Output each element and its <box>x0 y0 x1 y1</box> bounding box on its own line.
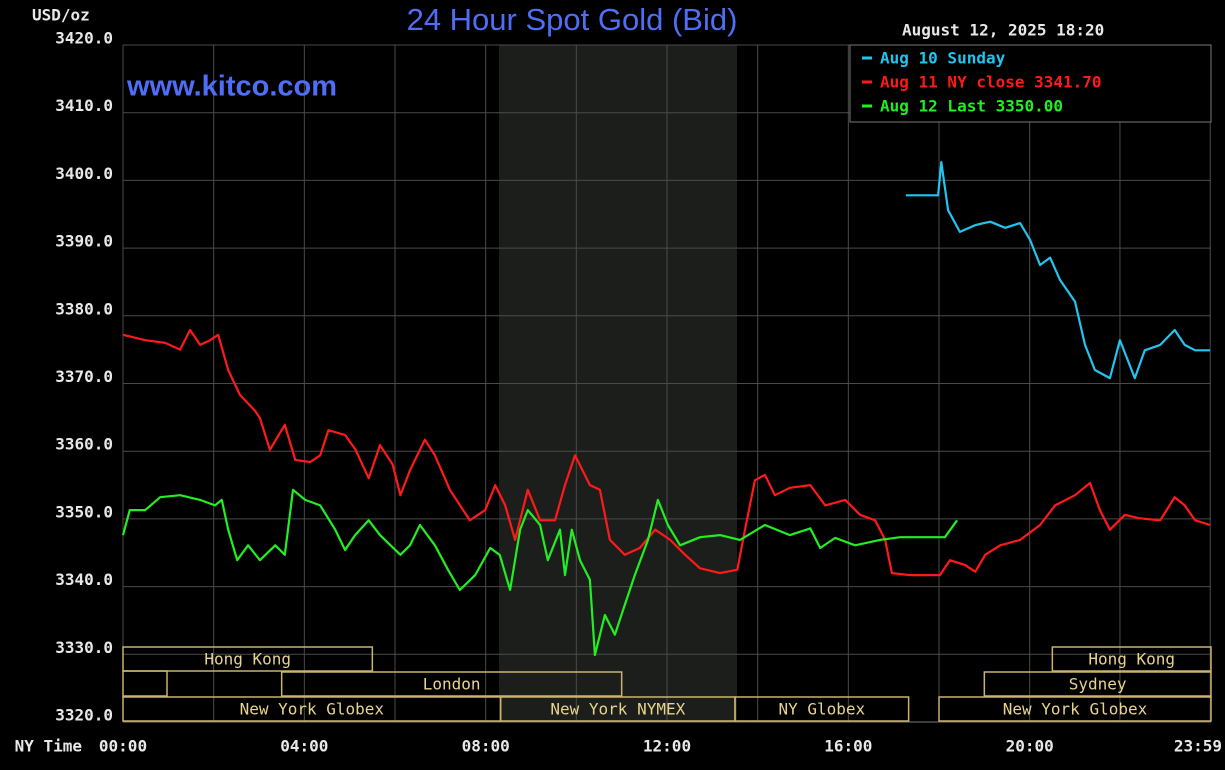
session-box <box>734 696 910 722</box>
y-tick-label: 3320.0 <box>55 706 113 725</box>
x-tick-label: 08:00 <box>462 737 510 756</box>
session-box <box>280 671 623 697</box>
x-tick-label: 20:00 <box>1006 737 1054 756</box>
session-box <box>983 671 1212 697</box>
chart-title: 24 Hour Spot Gold (Bid) <box>407 2 738 37</box>
y-tick-label: 3400.0 <box>55 164 113 183</box>
session-label: New York Globex <box>1003 700 1148 719</box>
x-tick-label: 12:00 <box>643 737 691 756</box>
y-tick-label: 3390.0 <box>55 232 113 251</box>
y-axis-label: USD/oz <box>32 6 90 25</box>
session-box <box>122 646 374 672</box>
legend-label: Aug 11 NY close 3341.70 <box>880 73 1102 92</box>
y-tick-label: 3370.0 <box>55 367 113 386</box>
y-tick-label: 3340.0 <box>55 570 113 589</box>
x-tick-label: 04:00 <box>280 737 328 756</box>
session-box <box>1051 646 1212 672</box>
legend: Aug 10 Sunday Aug 11 NY close 3341.70 Aug … <box>862 49 1102 116</box>
session-label: Sydney <box>1069 675 1127 694</box>
y-tick-label: 3410.0 <box>55 96 113 115</box>
legend-label: Aug 12 Last 3350.00 <box>880 97 1063 116</box>
watermark: www.kitco.com <box>126 71 337 103</box>
session-box <box>938 696 1212 722</box>
y-tick-label: 3330.0 <box>55 638 113 657</box>
session-label: Hong Kong <box>204 650 291 669</box>
legend-box <box>849 44 1212 123</box>
y-tick-label: 3350.0 <box>55 502 113 521</box>
y-tick-label: 3420.0 <box>55 29 113 48</box>
y-tick-label: 3380.0 <box>55 299 113 318</box>
legend-label: Aug 10 Sunday <box>880 49 1006 68</box>
x-tick-label: 00:00 <box>99 737 147 756</box>
lines <box>121 161 1211 657</box>
series-line <box>121 488 958 657</box>
session-label: London <box>423 675 481 694</box>
series-line <box>905 161 1211 380</box>
x-axis-label: NY Time <box>15 737 82 756</box>
sessions: Hong Kong Hong Kong London Sydney New York G… <box>122 646 1212 722</box>
session-label: Hong Kong <box>1088 650 1175 669</box>
session-label: New York Globex <box>240 700 385 719</box>
x-tick-label: 16:00 <box>824 737 872 756</box>
session-label: New York NYMEX <box>550 700 685 719</box>
session-label: NY Globex <box>778 700 865 719</box>
timestamp: August 12, 2025 18:20 <box>902 21 1104 40</box>
series-line <box>122 328 1211 577</box>
x-tick-label: 23:59 <box>1174 737 1222 756</box>
grid <box>122 44 1211 723</box>
y-tick-label: 3360.0 <box>55 435 113 454</box>
